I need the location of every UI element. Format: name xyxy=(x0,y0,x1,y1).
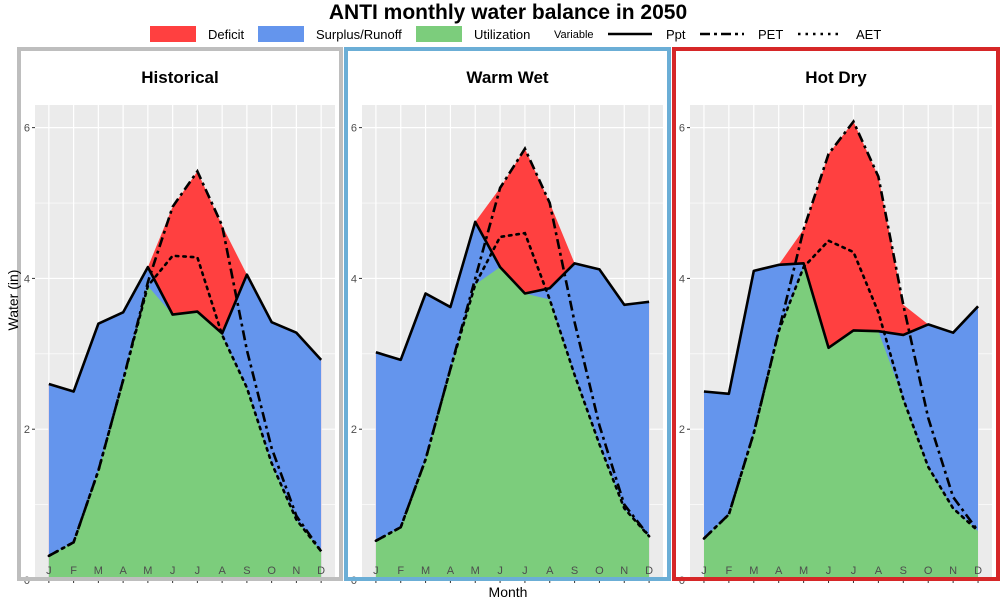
x-tick-label: J xyxy=(701,565,707,577)
x-tick-label: N xyxy=(949,565,957,577)
aet-line xyxy=(374,231,651,543)
x-tick-label: J xyxy=(373,565,379,577)
x-tick-label: M xyxy=(421,565,430,577)
x-tick-label: A xyxy=(119,565,127,577)
y-tick-label: 2 xyxy=(679,424,685,436)
ppt-line xyxy=(48,265,323,393)
x-tick-label: M xyxy=(94,565,103,577)
y-axis-label: Water (in) xyxy=(5,270,21,331)
y-tick-label: 6 xyxy=(351,123,357,135)
x-tick-label: F xyxy=(397,565,404,577)
legend-label-utilization: Utilization xyxy=(474,27,530,42)
pet-line xyxy=(375,146,651,542)
x-tick-label: A xyxy=(447,565,455,577)
x-tick-label: A xyxy=(775,565,783,577)
panel-title-warm-wet: Warm Wet xyxy=(466,68,549,87)
legend-swatch-deficit xyxy=(150,26,196,42)
legend-label-aet: AET xyxy=(856,27,881,42)
x-tick-label: M xyxy=(471,565,480,577)
legend-label-pet: PET xyxy=(758,27,783,42)
x-tick-label: A xyxy=(546,565,554,577)
x-tick-label: D xyxy=(974,565,982,577)
x-tick-label: J xyxy=(522,565,528,577)
legend-swatch-surplus xyxy=(258,26,304,42)
utilization-area xyxy=(375,267,650,580)
x-tick-label: S xyxy=(571,565,578,577)
x-axis-label: Month xyxy=(489,584,528,600)
y-tick-label: 4 xyxy=(679,273,685,285)
x-tick-label: M xyxy=(749,565,758,577)
x-tick-label: J xyxy=(826,565,832,577)
legend-variable-title: Variable xyxy=(554,29,594,41)
ppt-line xyxy=(375,220,650,362)
y-tick-label: 2 xyxy=(24,424,30,436)
x-tick-label: S xyxy=(900,565,907,577)
x-tick-label: D xyxy=(317,565,325,577)
x-tick-label: O xyxy=(595,565,604,577)
y-tick-label: 6 xyxy=(679,123,685,135)
panel-title-historical: Historical xyxy=(141,68,218,87)
x-tick-label: M xyxy=(143,565,152,577)
y-tick-label: 2 xyxy=(351,424,357,436)
panel-title-hot-dry: Hot Dry xyxy=(805,68,867,87)
x-tick-label: S xyxy=(243,565,250,577)
panel-frame-historical xyxy=(17,47,343,581)
pet-line xyxy=(703,119,980,540)
y-tick-label: 4 xyxy=(351,273,357,285)
panel-frame-warm-wet xyxy=(344,47,671,581)
x-tick-label: J xyxy=(497,565,503,577)
panel-frame-hot-dry xyxy=(672,47,1000,581)
x-tick-label: D xyxy=(645,565,653,577)
x-tick-label: A xyxy=(218,565,226,577)
utilization-area xyxy=(48,285,322,580)
ppt-line xyxy=(703,262,979,396)
utilization-area xyxy=(703,267,979,580)
legend-label-ppt: Ppt xyxy=(666,27,686,42)
x-tick-label: J xyxy=(195,565,201,577)
x-tick-label: J xyxy=(851,565,857,577)
legend-swatch-utilization xyxy=(416,26,462,42)
y-tick-label: 6 xyxy=(24,123,30,135)
chart-title: ANTI monthly water balance in 2050 xyxy=(329,1,687,24)
x-tick-label: F xyxy=(726,565,733,577)
legend: Deficit Surplus/Runoff Utilization Varia… xyxy=(150,26,881,42)
x-tick-label: N xyxy=(292,565,300,577)
x-tick-label: F xyxy=(70,565,77,577)
legend-label-deficit: Deficit xyxy=(208,27,245,42)
x-tick-label: N xyxy=(620,565,628,577)
legend-label-surplus: Surplus/Runoff xyxy=(316,27,402,42)
x-tick-label: M xyxy=(799,565,808,577)
x-tick-label: J xyxy=(170,565,176,577)
pet-line xyxy=(48,168,323,558)
y-tick-label: 4 xyxy=(24,273,30,285)
x-tick-label: A xyxy=(875,565,883,577)
x-tick-label: O xyxy=(924,565,933,577)
x-tick-label: J xyxy=(46,565,52,577)
x-tick-label: O xyxy=(267,565,276,577)
